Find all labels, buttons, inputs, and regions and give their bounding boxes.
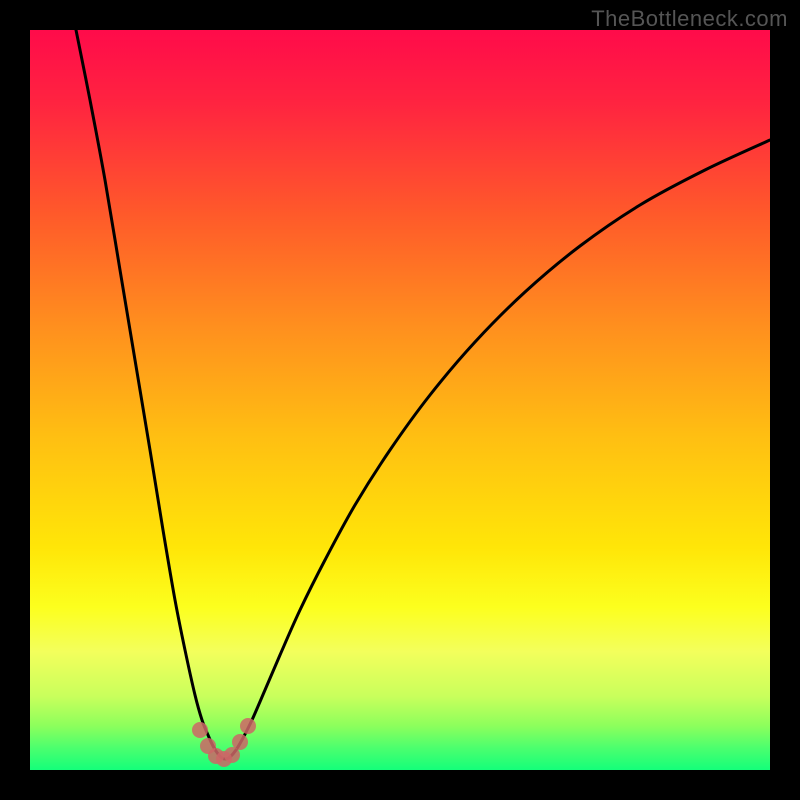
- plot-area: [30, 30, 770, 770]
- marker-group: [192, 718, 256, 767]
- bottleneck-curve: [76, 30, 770, 759]
- curve-layer: [30, 30, 770, 770]
- watermark-text: TheBottleneck.com: [591, 6, 788, 32]
- curve-marker: [232, 734, 248, 750]
- curve-marker: [240, 718, 256, 734]
- curve-marker: [192, 722, 208, 738]
